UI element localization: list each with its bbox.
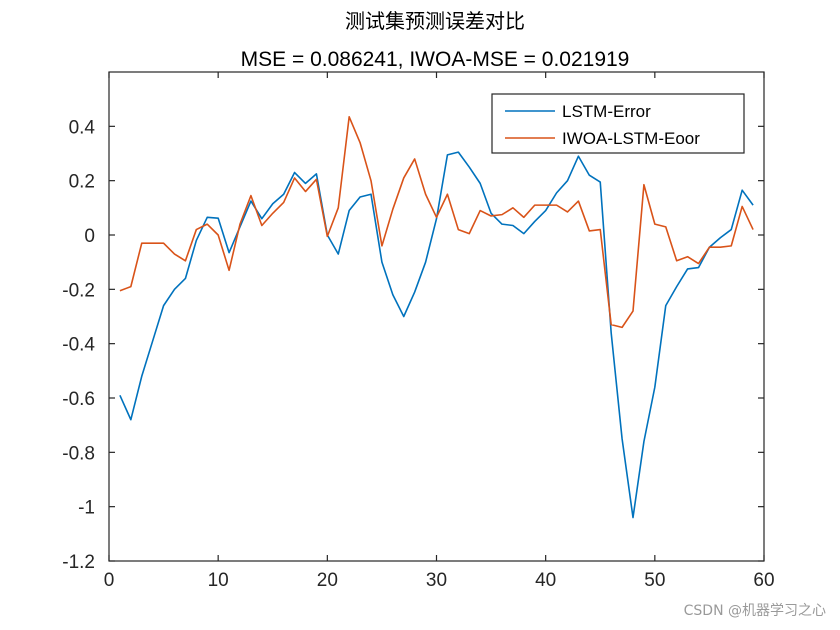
series-lines [119,116,754,519]
legend-label-iwoa-lstm-eoor: IWOA-LSTM-Eoor [562,129,700,148]
x-tick-label: 0 [104,570,115,591]
y-tick-label: -0.2 [62,280,95,301]
y-tick-label: 0 [84,226,95,247]
legend-box [491,93,745,154]
chart-subtitle: MSE = 0.086241, IWOA-MSE = 0.021919 [241,48,630,71]
y-tick-label: -0.6 [62,389,95,410]
y-tick-label: -1 [78,498,95,519]
watermark: CSDN @机器学习之心 [684,603,826,619]
x-tick-label: 20 [317,570,338,591]
series-line-iwoa-lstm-eoor [119,116,754,329]
legend: LSTM-Error IWOA-LSTM-Eoor [491,93,745,154]
x-tick-label: 50 [644,570,665,591]
y-tick-label: 0.4 [69,117,96,138]
x-tick-label: 10 [208,570,229,591]
y-tick-label: -1.2 [62,552,95,573]
series-line-lstm-error [119,151,754,519]
x-tick-label: 40 [535,570,556,591]
legend-label-lstm-error: LSTM-Error [562,102,651,121]
y-tick-label: -0.8 [62,443,95,464]
x-tick-label: 30 [426,570,447,591]
chart-title: 测试集预测误差对比 [345,9,525,33]
y-tick-label: 0.2 [69,172,95,193]
y-tick-label: -0.4 [62,335,95,356]
x-tick-label: 60 [753,570,774,591]
axis-ticks: 0 10 20 30 40 50 60 -1.2 -1 -0.8 -0.6 -0.4 -0.2 0 0.2 0… [62,72,775,591]
